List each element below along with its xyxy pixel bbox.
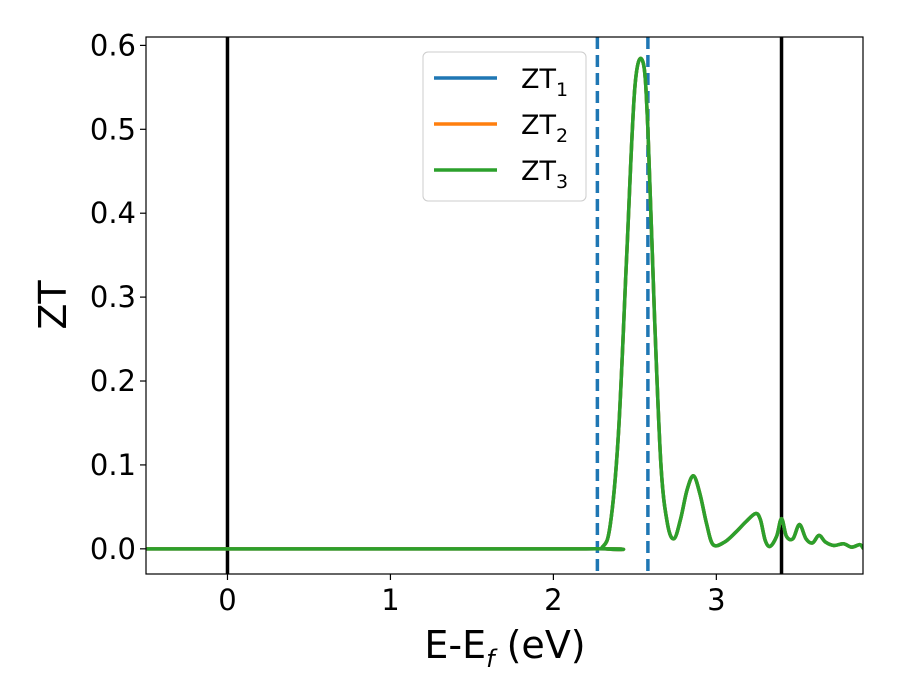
y-tick-label: 0.1 xyxy=(90,448,136,482)
x-axis-ticks: 0 1 2 3 xyxy=(218,574,726,617)
legend-label-zt1: ZT1 xyxy=(521,64,568,101)
legend-box xyxy=(422,51,587,202)
reference-lines xyxy=(225,37,784,574)
y-tick-label: 0.2 xyxy=(90,364,136,398)
y-axis-ticks: 0.0 0.1 0.2 0.3 0.4 0.5 0.6 xyxy=(90,28,146,566)
x-axis-label: E-Ef (eV) xyxy=(424,623,585,673)
series-lines xyxy=(146,56,863,552)
legend: ZT1 ZT2 ZT3 xyxy=(422,51,587,202)
x-tick-label: 2 xyxy=(544,583,562,617)
y-tick-label: 0.4 xyxy=(90,196,136,230)
x-tick-label: 3 xyxy=(707,583,725,617)
y-tick-label: 0.6 xyxy=(90,28,136,62)
y-tick-label: 0.0 xyxy=(90,532,136,566)
x-tick-label: 0 xyxy=(218,583,236,617)
y-tick-label: 0.5 xyxy=(90,112,136,146)
legend-label-zt2: ZT2 xyxy=(521,110,568,147)
y-tick-label: 0.3 xyxy=(90,280,136,314)
x-axis-label-unit: (eV) xyxy=(495,623,586,667)
series-line-zt3 xyxy=(146,56,863,552)
legend-label-zt3: ZT3 xyxy=(521,156,568,193)
y-axis-label: ZT xyxy=(31,280,75,330)
x-tick-label: 1 xyxy=(381,583,399,617)
plot-frame xyxy=(145,36,864,575)
